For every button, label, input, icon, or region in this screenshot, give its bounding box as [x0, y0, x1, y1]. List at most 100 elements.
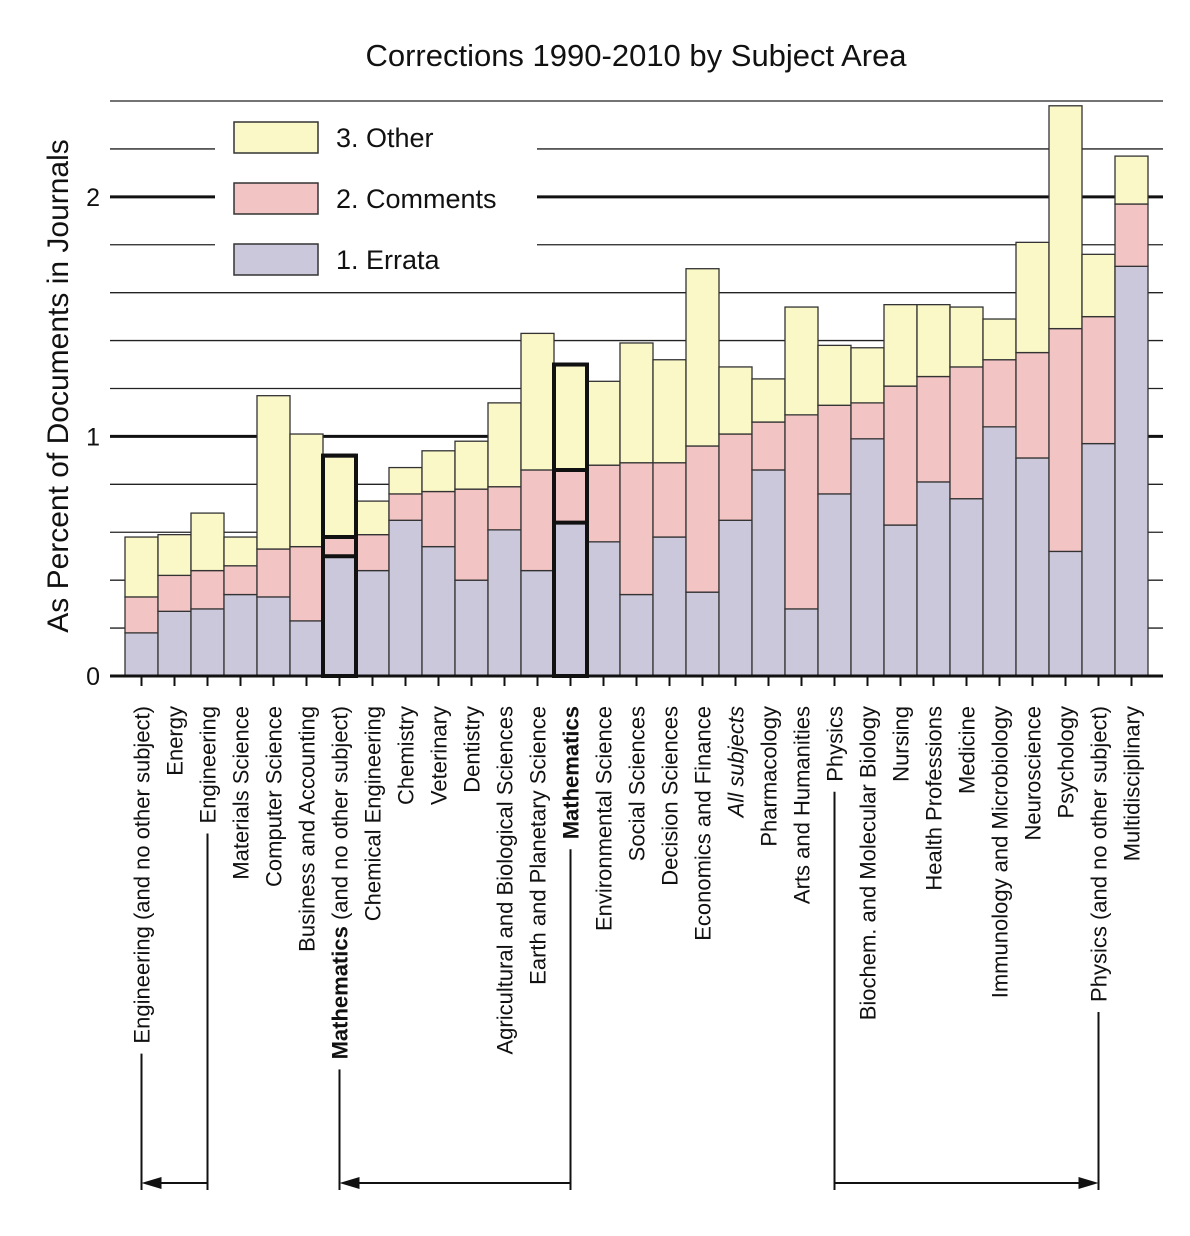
bar-segment — [751, 378, 786, 423]
chart-title: Corrections 1990-2010 by Subject Area — [365, 38, 907, 73]
bar-segment — [1048, 550, 1083, 677]
x-tick-label: Chemistry — [394, 706, 419, 805]
bar-segment — [454, 579, 489, 677]
bar-segment — [916, 481, 951, 677]
bar-segment — [1081, 442, 1116, 677]
bar-segment — [553, 522, 588, 677]
x-tick-label: Medicine — [955, 706, 980, 794]
x-tick-label-bold: Mathematics — [559, 706, 584, 839]
bar-segment — [388, 466, 423, 495]
legend-label: 3. Other — [336, 123, 434, 153]
bracket-arrowhead — [141, 1177, 162, 1189]
bar-segment — [619, 462, 654, 596]
bar-segment — [751, 469, 786, 677]
x-tick-label: Earth and Planetary Science — [526, 706, 551, 985]
x-tick-label: Economics and Finance — [691, 706, 716, 941]
bar-segment — [784, 414, 819, 610]
bar-segment — [487, 402, 522, 488]
x-tick-label: Biochem. and Molecular Biology — [856, 706, 881, 1020]
bar-segment — [817, 404, 852, 495]
bar-segment — [1015, 241, 1050, 354]
bar-segment — [883, 524, 918, 677]
bar-segment — [1048, 105, 1083, 330]
legend-swatch — [233, 243, 319, 276]
bar-segment — [322, 536, 357, 557]
legend-swatch — [233, 121, 319, 154]
x-tick-label: Computer Science — [262, 706, 287, 887]
y-axis-label: As Percent of Documents in Journals — [42, 139, 75, 633]
bar-segment — [388, 493, 423, 521]
bar-segment — [1048, 327, 1083, 553]
bar-segment — [949, 366, 984, 500]
bar-segment — [256, 395, 291, 550]
bar-segment — [289, 620, 324, 677]
x-tick-label: Veterinary — [427, 706, 452, 805]
x-tick-label: Mathematics (and no other subject) — [328, 706, 353, 1059]
x-tick-label: Physics (and no other subject) — [1087, 706, 1112, 1002]
legend-swatch — [233, 182, 319, 215]
bar-segment — [157, 533, 192, 577]
bar-segment — [322, 454, 357, 538]
legend-label: 2. Comments — [336, 184, 497, 214]
x-tick-label: Engineering (and no other subject) — [130, 706, 155, 1044]
x-tick-label: Pharmacology — [757, 706, 782, 847]
x-tick-label: Social Sciences — [625, 706, 650, 861]
bar-segment — [817, 344, 852, 406]
bar-segment — [421, 490, 456, 548]
y-tick-label: 1 — [86, 423, 100, 451]
bar-segment — [289, 433, 324, 548]
x-tick-label: Nursing — [889, 706, 914, 782]
bar-segment — [652, 359, 687, 464]
bar-segment — [520, 332, 555, 471]
bar-segment — [1114, 203, 1149, 267]
bar-segment — [652, 462, 687, 538]
x-tick-label: Business and Accounting — [295, 706, 320, 952]
bar-segment — [1081, 315, 1116, 445]
y-tick-label: 0 — [86, 663, 100, 691]
bar-segment — [916, 375, 951, 483]
bar-segment — [619, 593, 654, 677]
bar-segment — [586, 464, 621, 543]
bar-segment — [157, 610, 192, 677]
x-tick-label: Immunology and Microbiology — [988, 706, 1013, 998]
bar-segment — [718, 433, 753, 521]
x-tick-label: Physics — [823, 706, 848, 782]
bar-segment — [949, 306, 984, 368]
bar-segment — [190, 512, 225, 572]
bar-segment — [1015, 351, 1050, 459]
bar-segment — [982, 359, 1017, 428]
bar-segment — [586, 380, 621, 466]
x-tick-label: Health Professions — [922, 706, 947, 891]
x-tick-label: Dentistry — [460, 706, 485, 793]
bar-segment — [322, 555, 357, 677]
bar-segment — [454, 440, 489, 490]
bar-segment — [223, 536, 258, 567]
bar-segment — [223, 565, 258, 596]
bar-segment — [1081, 253, 1116, 318]
bar-segment — [190, 569, 225, 610]
bar-segment — [421, 450, 456, 493]
bar-segment — [586, 541, 621, 677]
bar-segment — [124, 596, 159, 634]
bar-segment — [982, 318, 1017, 361]
x-tick-label: Decision Sciences — [658, 706, 683, 886]
bar-segment — [421, 545, 456, 677]
bar-segment — [718, 366, 753, 435]
bar-segment — [751, 421, 786, 471]
bar-segment — [619, 342, 654, 464]
bar-segment — [784, 608, 819, 677]
bar-segment — [256, 596, 291, 677]
bar-segment — [487, 529, 522, 677]
bar-segment — [487, 486, 522, 531]
bracket-arrowhead — [1078, 1177, 1099, 1189]
bar-segment — [718, 519, 753, 677]
bracket-arrowhead — [339, 1177, 360, 1189]
bar-segment — [454, 488, 489, 581]
bar-segment — [685, 591, 720, 677]
x-tick-label: Mathematics — [559, 706, 584, 839]
bar-segment — [553, 363, 588, 471]
bar-segment — [949, 498, 984, 677]
x-tick-label-rest: (and no other subject) — [328, 706, 353, 926]
x-tick-label: Multidisciplinary — [1120, 706, 1145, 861]
bar-segment — [157, 574, 192, 612]
